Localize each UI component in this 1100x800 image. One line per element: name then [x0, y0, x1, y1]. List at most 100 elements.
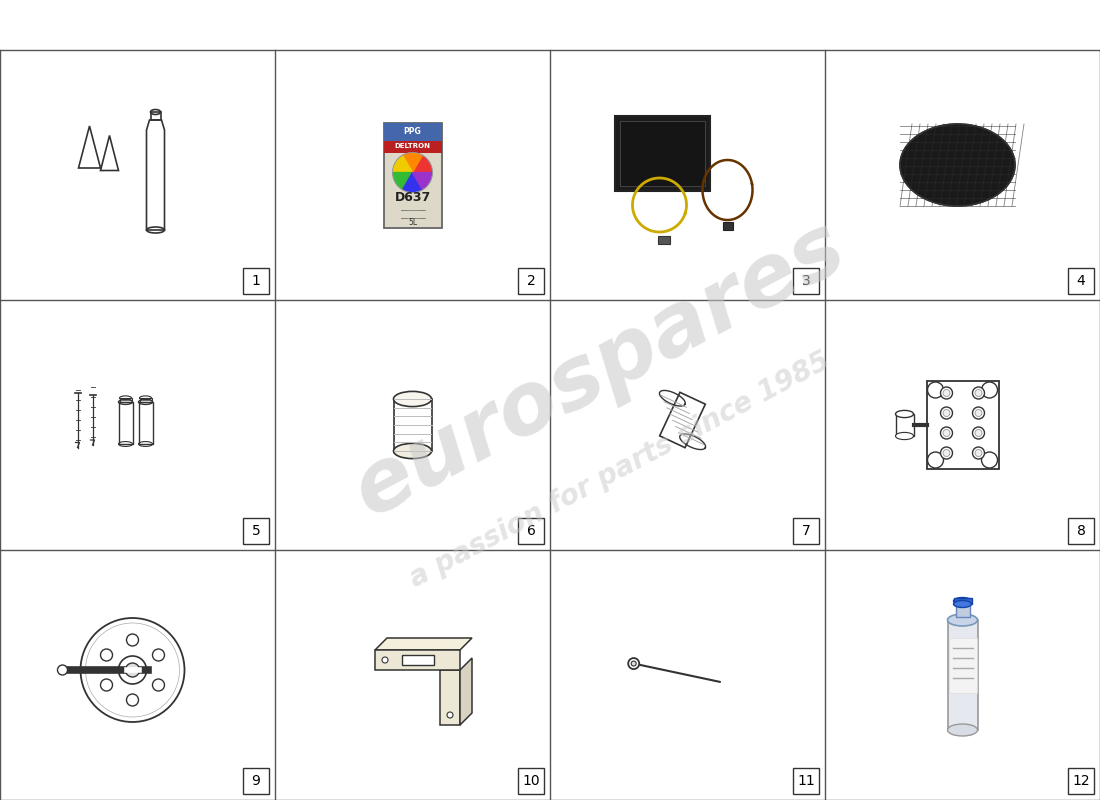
Text: PPG: PPG [404, 127, 421, 136]
Ellipse shape [900, 124, 1015, 206]
Circle shape [940, 427, 953, 439]
Bar [1068, 768, 1094, 794]
Bar [1068, 268, 1094, 294]
Circle shape [975, 430, 982, 437]
Circle shape [153, 679, 165, 691]
Circle shape [153, 649, 165, 661]
Polygon shape [440, 670, 460, 725]
Text: 11: 11 [798, 774, 815, 788]
Circle shape [100, 679, 112, 691]
Bar [518, 518, 544, 544]
Ellipse shape [895, 410, 913, 418]
Circle shape [631, 661, 636, 666]
Polygon shape [412, 156, 431, 173]
Polygon shape [460, 658, 472, 725]
Circle shape [972, 407, 984, 419]
Polygon shape [375, 650, 460, 670]
Bar [243, 518, 270, 544]
Circle shape [927, 382, 944, 398]
Circle shape [119, 656, 146, 684]
Bar [895, 414, 913, 436]
Circle shape [80, 618, 185, 722]
Circle shape [927, 452, 944, 468]
Bar [518, 768, 544, 794]
Circle shape [86, 623, 179, 717]
Circle shape [975, 450, 982, 457]
Ellipse shape [394, 391, 431, 406]
Circle shape [940, 387, 953, 399]
Circle shape [972, 427, 984, 439]
Ellipse shape [394, 443, 431, 458]
Text: ─────────: ───────── [399, 215, 426, 220]
Text: 7: 7 [802, 524, 811, 538]
Text: 10: 10 [522, 774, 540, 788]
Polygon shape [394, 173, 412, 189]
Polygon shape [412, 173, 431, 189]
Bar [620, 121, 705, 186]
Text: 1: 1 [252, 274, 261, 288]
Circle shape [125, 663, 140, 677]
Text: eurospares: eurospares [340, 206, 860, 534]
Bar [518, 268, 544, 294]
Bar [1068, 518, 1094, 544]
Text: 2: 2 [527, 274, 536, 288]
Bar [243, 768, 270, 794]
Text: 12: 12 [1072, 774, 1090, 788]
Circle shape [975, 410, 982, 417]
Circle shape [940, 407, 953, 419]
Ellipse shape [954, 598, 971, 605]
Text: 8: 8 [1077, 524, 1086, 538]
Bar [151, 112, 161, 120]
Circle shape [975, 390, 982, 397]
Ellipse shape [895, 432, 913, 440]
Text: 5L: 5L [408, 218, 417, 227]
Bar [926, 381, 999, 469]
Ellipse shape [947, 724, 978, 736]
Circle shape [981, 452, 998, 468]
Circle shape [393, 153, 432, 193]
Text: ─────────: ───────── [399, 207, 426, 212]
Circle shape [943, 450, 950, 457]
Bar [139, 402, 153, 444]
Bar [948, 638, 977, 693]
Circle shape [943, 390, 950, 397]
Bar [723, 222, 733, 230]
Circle shape [100, 649, 112, 661]
Circle shape [972, 387, 984, 399]
Polygon shape [403, 154, 422, 173]
Circle shape [940, 447, 953, 459]
Bar [120, 398, 132, 402]
Circle shape [972, 447, 984, 459]
Circle shape [981, 382, 998, 398]
Circle shape [382, 657, 388, 663]
Text: D637: D637 [395, 191, 430, 204]
Ellipse shape [947, 614, 978, 626]
Circle shape [943, 410, 950, 417]
Text: 3: 3 [802, 274, 811, 288]
Bar [793, 768, 820, 794]
Bar [119, 402, 132, 444]
Text: a passion for parts since 1985: a passion for parts since 1985 [405, 347, 835, 593]
Bar [384, 141, 441, 153]
Polygon shape [394, 156, 412, 173]
Bar [402, 655, 433, 665]
Polygon shape [403, 173, 422, 191]
Text: 9: 9 [252, 774, 261, 788]
Circle shape [447, 712, 453, 718]
Bar [615, 115, 710, 190]
Circle shape [126, 634, 139, 646]
Text: 6: 6 [527, 524, 536, 538]
Text: 4: 4 [1077, 274, 1086, 288]
Polygon shape [375, 638, 472, 650]
Circle shape [126, 694, 139, 706]
Bar [793, 518, 820, 544]
Circle shape [628, 658, 639, 669]
Text: DELTRON: DELTRON [395, 143, 430, 150]
Bar [243, 268, 270, 294]
Bar [384, 122, 441, 227]
Bar [947, 620, 978, 730]
Circle shape [943, 430, 950, 437]
Ellipse shape [954, 601, 971, 607]
Text: 5: 5 [252, 524, 261, 538]
Bar [140, 398, 152, 402]
